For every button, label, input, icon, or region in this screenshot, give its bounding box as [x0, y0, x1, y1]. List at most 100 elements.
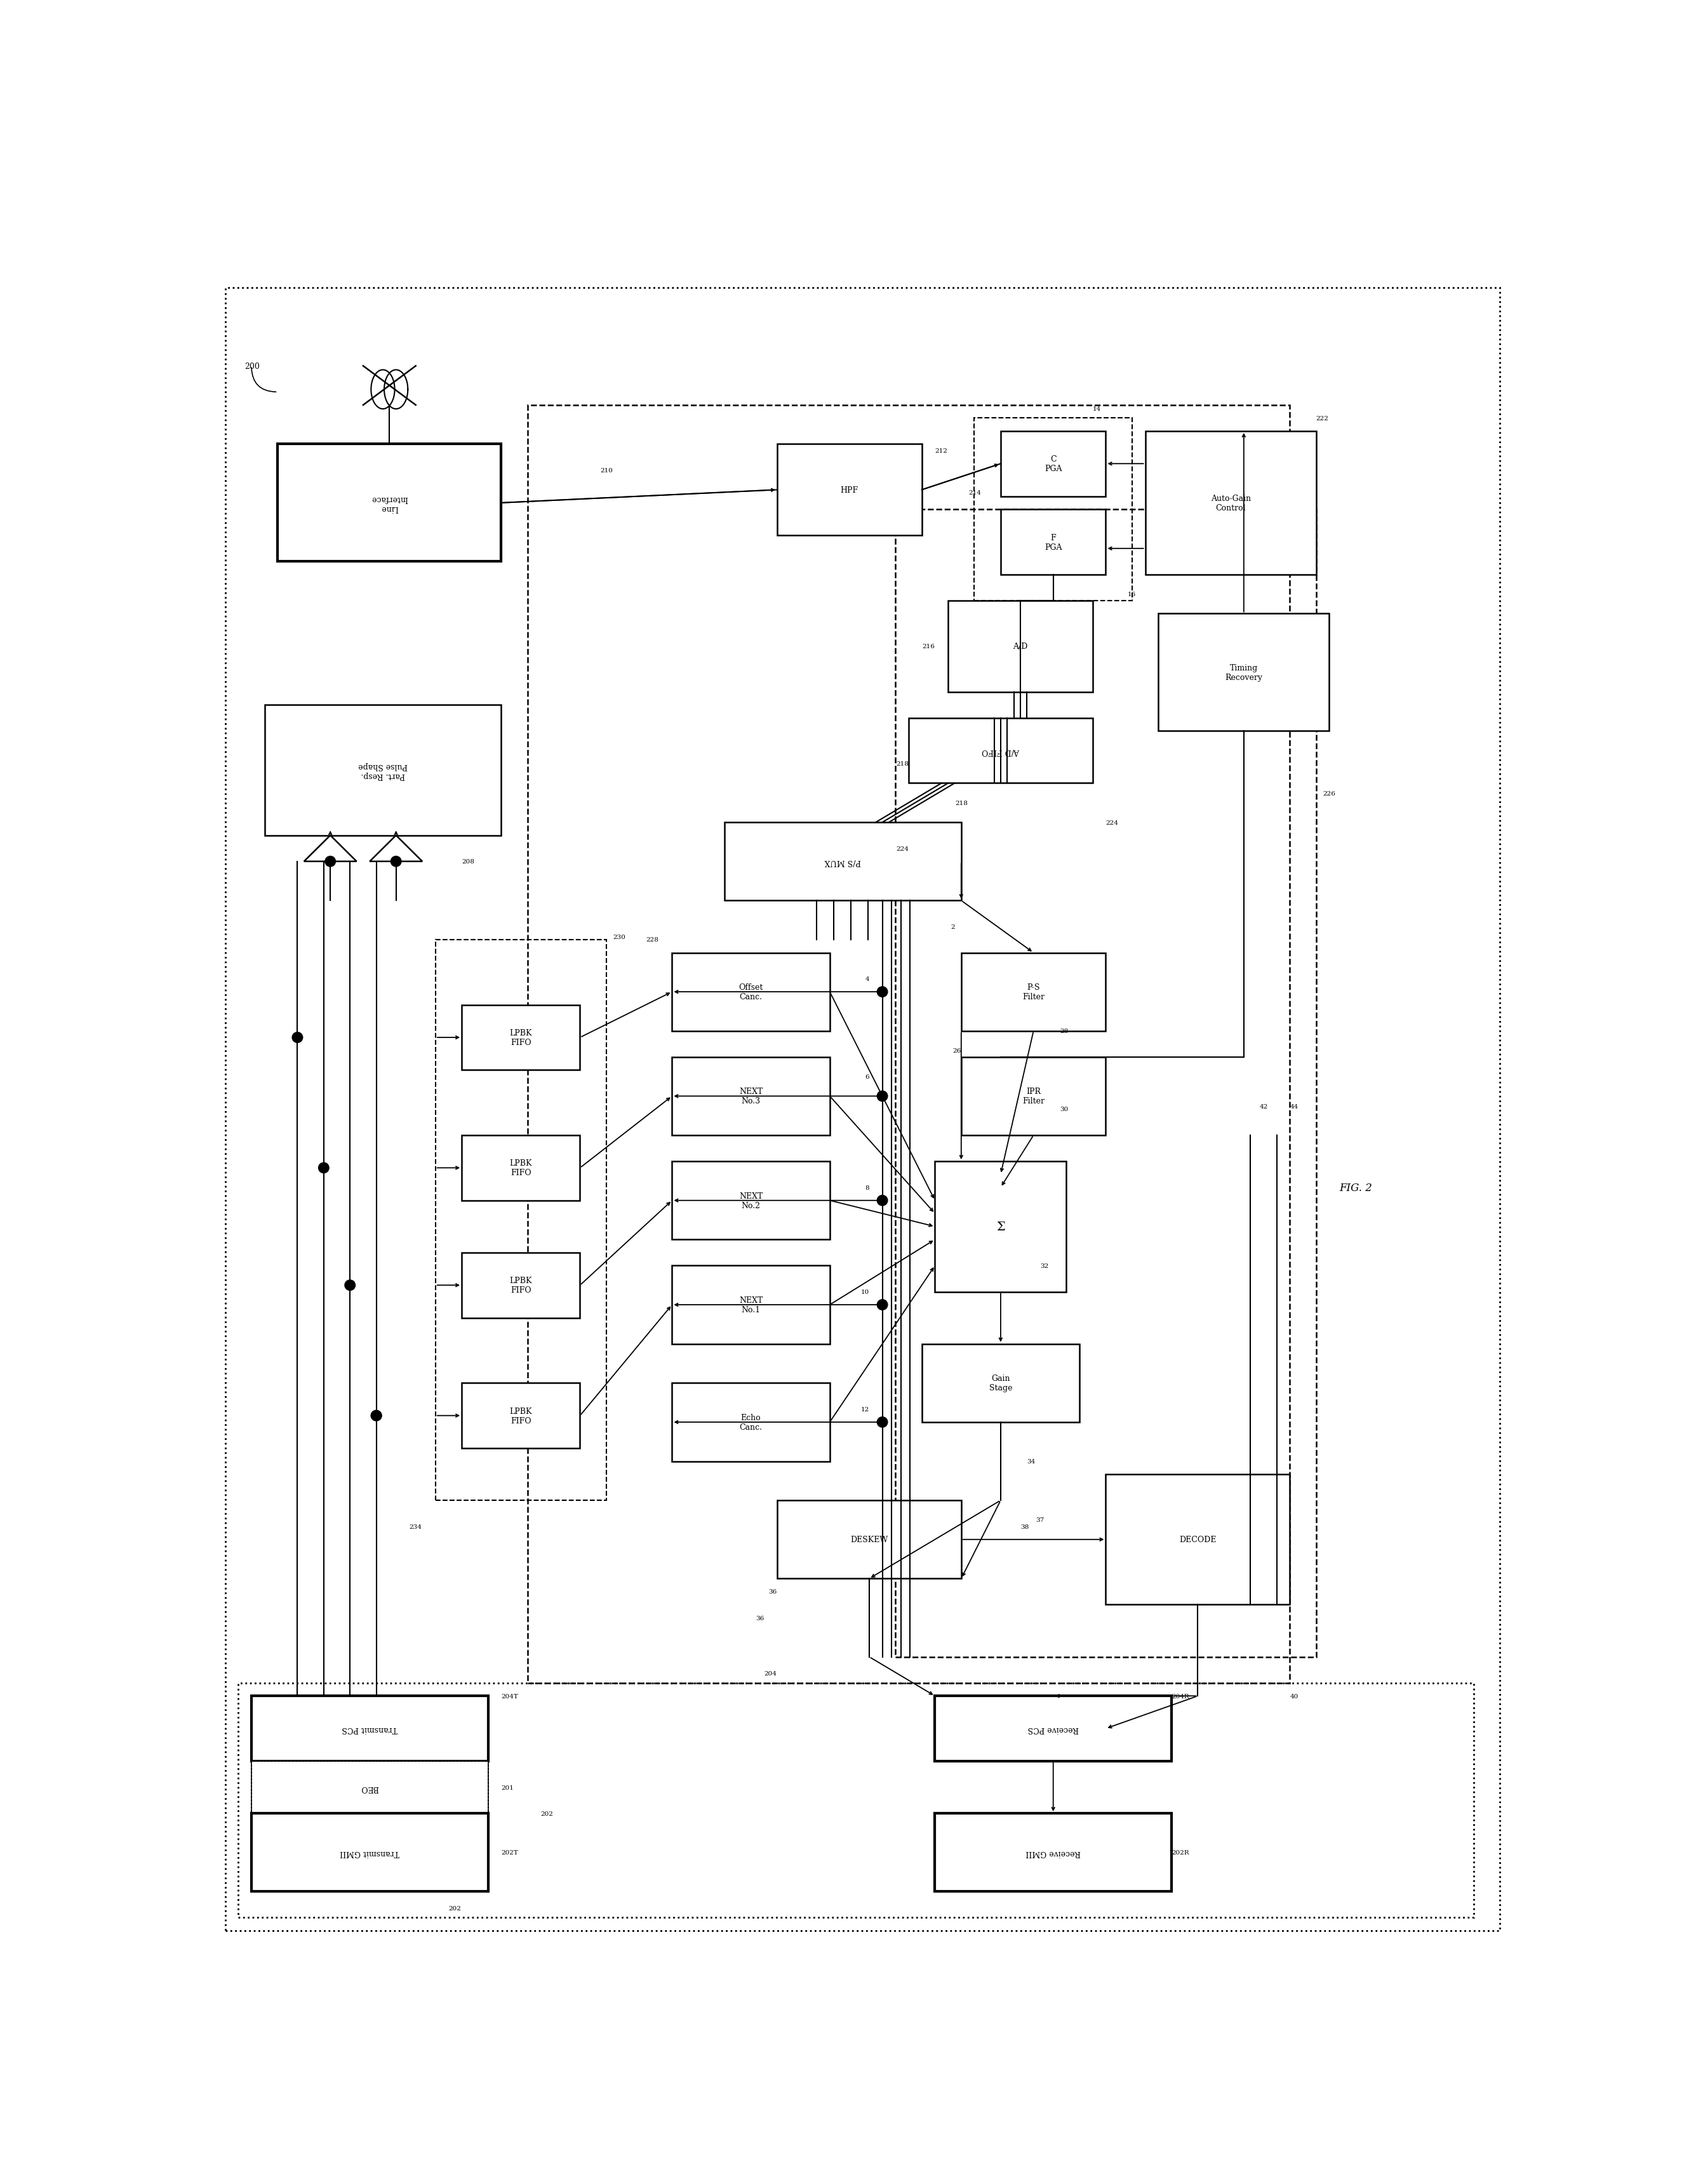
Text: NEXT
No.2: NEXT No.2 [739, 1192, 763, 1210]
Text: 204T: 204T [502, 1693, 519, 1699]
Text: 234: 234 [409, 1524, 422, 1529]
Text: 218: 218 [955, 799, 968, 806]
Bar [934, 1697, 1172, 1760]
Bar [461, 1136, 580, 1201]
Text: 12: 12 [862, 1406, 870, 1413]
Text: A/D: A/D [1013, 642, 1028, 651]
Text: 202: 202 [448, 1904, 461, 1911]
Bar [1001, 509, 1106, 574]
Text: 16: 16 [1128, 592, 1136, 598]
Text: A/D FIFO: A/D FIFO [982, 747, 1019, 756]
Text: Σ: Σ [996, 1221, 1006, 1232]
Bar [278, 446, 502, 561]
Text: 34: 34 [1028, 1459, 1035, 1463]
Text: Line
Interface: Line Interface [371, 494, 407, 511]
Circle shape [344, 1280, 354, 1291]
Text: 6: 6 [865, 1075, 870, 1079]
Circle shape [326, 856, 336, 867]
Bar [1145, 432, 1316, 574]
Bar [461, 1382, 580, 1448]
Text: Receive PCS: Receive PCS [1028, 1725, 1079, 1732]
Bar [948, 601, 1092, 692]
Bar [461, 1254, 580, 1317]
Text: 8: 8 [865, 1184, 870, 1190]
Text: LPBK
FIFO: LPBK FIFO [509, 1275, 533, 1295]
Text: Timing
Recovery: Timing Recovery [1225, 664, 1262, 681]
Text: FIG. 2: FIG. 2 [1340, 1182, 1372, 1192]
Bar [909, 719, 1092, 784]
Text: Echo
Canc.: Echo Canc. [739, 1413, 762, 1431]
Bar [251, 1760, 488, 1813]
Text: F
PGA: F PGA [1045, 533, 1062, 550]
Text: 26: 26 [953, 1048, 962, 1053]
Text: P/S MUX: P/S MUX [824, 858, 862, 865]
Text: 202: 202 [541, 1811, 553, 1817]
Bar [672, 952, 829, 1031]
Text: 30: 30 [1060, 1107, 1068, 1112]
Text: DECODE: DECODE [1179, 1535, 1216, 1544]
Text: LPBK
FIFO: LPBK FIFO [509, 1406, 533, 1424]
Text: 36: 36 [756, 1614, 763, 1621]
Bar [962, 952, 1106, 1031]
Text: 208: 208 [461, 858, 475, 865]
Text: 228: 228 [646, 937, 658, 943]
Text: IPR
Filter: IPR Filter [1023, 1088, 1045, 1105]
Bar [237, 1684, 1474, 1918]
Text: 202R: 202R [1172, 1850, 1189, 1856]
Text: Gain
Stage: Gain Stage [989, 1374, 1013, 1391]
Text: Transmit PCS: Transmit PCS [343, 1725, 397, 1732]
Text: 216: 216 [923, 644, 934, 649]
Bar [672, 1162, 829, 1241]
Bar [251, 1697, 488, 1760]
Text: 222: 222 [1316, 415, 1328, 422]
Text: BEO: BEO [361, 1782, 378, 1791]
Bar [1001, 432, 1106, 496]
Text: 2: 2 [950, 924, 955, 930]
Bar [724, 823, 962, 900]
Bar [777, 446, 923, 535]
Circle shape [877, 1417, 887, 1428]
Text: 42: 42 [1260, 1103, 1267, 1109]
Text: C
PGA: C PGA [1045, 454, 1062, 474]
Text: 38: 38 [1021, 1524, 1029, 1529]
Text: 212: 212 [934, 448, 948, 454]
Bar [934, 1162, 1067, 1293]
Bar [923, 1343, 1080, 1422]
Circle shape [319, 1162, 329, 1173]
Text: Transmit GMII: Transmit GMII [339, 1848, 400, 1856]
Bar [962, 1057, 1106, 1136]
Bar [672, 1057, 829, 1136]
Circle shape [371, 1411, 382, 1422]
Circle shape [390, 856, 402, 867]
Text: 44: 44 [1291, 1103, 1297, 1109]
Bar [436, 939, 607, 1500]
Text: 202T: 202T [502, 1850, 519, 1856]
Text: Offset
Canc.: Offset Canc. [739, 983, 763, 1000]
Circle shape [877, 1195, 887, 1206]
Circle shape [371, 1411, 382, 1422]
Bar [251, 1813, 488, 1891]
Text: LPBK
FIFO: LPBK FIFO [509, 1160, 533, 1177]
Bar [527, 406, 1291, 1684]
Text: 204R: 204R [1172, 1693, 1189, 1699]
Bar [975, 419, 1133, 601]
Bar [1106, 1474, 1291, 1605]
Bar [895, 509, 1316, 1658]
Text: NEXT
No.1: NEXT No.1 [739, 1295, 763, 1315]
Bar [934, 1813, 1172, 1891]
Bar [1158, 614, 1330, 732]
Bar [265, 705, 502, 836]
Circle shape [292, 1033, 302, 1044]
Bar [672, 1267, 829, 1343]
Text: LPBK
FIFO: LPBK FIFO [509, 1029, 533, 1046]
Text: 224: 224 [895, 845, 909, 852]
Text: 230: 230 [612, 935, 626, 939]
Text: 36: 36 [768, 1590, 777, 1594]
Bar [251, 1760, 488, 1813]
Text: 226: 226 [1323, 791, 1335, 797]
Text: 4: 4 [865, 976, 870, 983]
Text: 40: 40 [1291, 1693, 1297, 1699]
Text: 214: 214 [968, 489, 980, 496]
Circle shape [877, 1299, 887, 1310]
Text: 28: 28 [1060, 1029, 1068, 1033]
